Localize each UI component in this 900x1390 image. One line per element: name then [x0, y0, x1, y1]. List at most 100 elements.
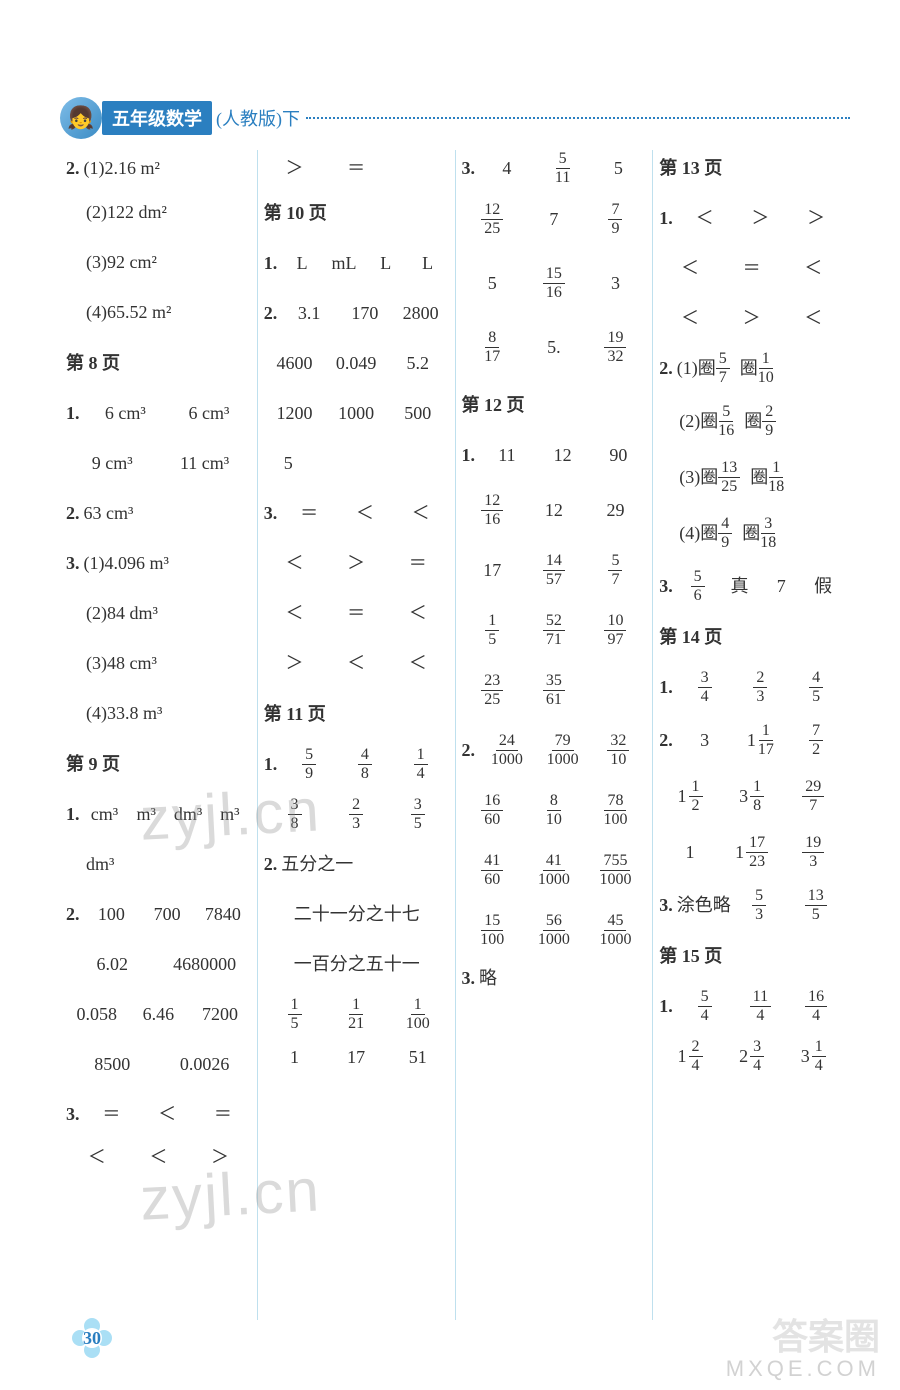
answer: 2800: [393, 300, 449, 327]
answer: ＝: [387, 550, 449, 577]
answer: 135: [787, 888, 844, 923]
q-number: 1.: [66, 801, 80, 828]
answer: ＞: [788, 205, 844, 232]
q-number: 1.: [659, 674, 673, 701]
answer-row: dm³: [66, 839, 251, 889]
answer: ＝: [325, 155, 387, 182]
column-4: 第 13 页 1.＜＞＞ ＜＝＜ ＜＞＜ 2.(1)圈57圈110 (2)圈51…: [652, 150, 850, 1320]
answer: 15: [462, 613, 524, 648]
answer-row: 1552711097: [462, 600, 647, 660]
answer-row: (2)84 dm³: [66, 588, 251, 638]
answer-row: 3.56真7假: [659, 561, 844, 611]
answer: 112: [659, 779, 721, 814]
answer: 7: [760, 573, 802, 600]
answer-row: 15100561000451000: [462, 900, 647, 960]
q-number: 3.: [462, 965, 476, 992]
answer: 1216: [462, 493, 524, 528]
edition-label: (人教版)下: [216, 105, 300, 131]
answer: m³: [209, 801, 251, 828]
answer: 79: [585, 202, 647, 237]
answer: 561000: [523, 913, 585, 948]
answer-row: 1.6 cm³6 cm³: [66, 388, 251, 438]
answer: (1)2.16 m²: [84, 155, 160, 182]
answer: 圈: [740, 355, 758, 382]
answer-row: 515163: [462, 251, 647, 315]
q-number: 2.: [462, 737, 476, 764]
answer-row: 2.(1)圈57圈110: [659, 343, 844, 393]
answer: 35: [387, 797, 449, 832]
answer: 1516: [523, 266, 585, 301]
page: 👧 五年级数学 (人教版)下 2. (1)2.16 m² (2)122 dm² (…: [0, 0, 900, 1390]
answer: 63 cm³: [84, 500, 134, 527]
answer: 56: [677, 569, 719, 604]
answer: (2)圈: [679, 408, 718, 435]
answer-row: 一百分之五十一: [264, 939, 449, 989]
answer: 3: [585, 270, 647, 297]
answer: (3)92 cm²: [86, 249, 157, 276]
answer: (3)48 cm³: [86, 650, 157, 677]
answer: L: [281, 250, 323, 277]
answer-row: 0.0586.467200: [66, 989, 251, 1039]
answer: mL: [323, 250, 365, 277]
answer: 圈: [750, 464, 768, 491]
answer: cm³: [84, 801, 126, 828]
answer: 4680000: [158, 951, 250, 978]
page-ref: 第 10 页: [264, 195, 449, 232]
answer-row: 1.LmLLL: [264, 238, 449, 288]
answer: ＜: [659, 305, 721, 332]
answer: (1)圈: [677, 355, 716, 382]
answer: 7200: [189, 1001, 251, 1028]
answer: 8500: [66, 1051, 158, 1078]
page-ref: 第 11 页: [264, 696, 449, 733]
answer-row: (2)122 dm²: [66, 187, 251, 237]
answer-row: (3)圈1325圈118: [659, 449, 844, 505]
answer: 17: [325, 1044, 387, 1071]
q-number: 3.: [462, 155, 476, 182]
answer: ＝: [84, 1101, 140, 1128]
answer: ＜: [387, 650, 449, 677]
answer-row: 17145757: [462, 540, 647, 600]
page-header: 👧 五年级数学 (人教版)下: [60, 100, 850, 136]
answer: 23: [733, 670, 789, 705]
answer-row: 1.594814: [264, 739, 449, 789]
answer: 7840: [195, 901, 251, 928]
q-number: 1.: [264, 751, 278, 778]
answer: 1117: [733, 723, 789, 758]
answer: 五分之一: [281, 851, 353, 878]
answer: 90: [591, 442, 647, 469]
answer-row: 1.54114164: [659, 981, 844, 1031]
answer-row: ＜＞＝: [264, 538, 449, 588]
answer-row: ＜＞＜: [659, 293, 844, 343]
answer-row: 3.＝＜＜: [264, 488, 449, 538]
page-number-badge: 30: [70, 1316, 114, 1360]
answer: 810: [523, 793, 585, 828]
answer: 100: [84, 901, 140, 928]
answer: 0.058: [66, 1001, 128, 1028]
answer-row: (2)圈516圈29: [659, 393, 844, 449]
answer: dm³: [86, 851, 114, 878]
q-number: 3.: [264, 500, 278, 527]
answer: ＜: [387, 600, 449, 627]
answer-row: ＜＝＜: [659, 243, 844, 293]
answer: 1: [659, 839, 721, 866]
answer: ＝: [195, 1101, 251, 1128]
answer-row: 111723193: [659, 824, 844, 880]
answer-row: 46000.0495.2: [264, 338, 449, 388]
q-number: 1.: [659, 993, 673, 1020]
answer: 2325: [462, 673, 524, 708]
answer: 涂色略: [677, 892, 731, 919]
page-number: 30: [83, 1328, 101, 1349]
answer: ＞: [325, 550, 387, 577]
answer-row: 2.五分之一: [264, 839, 449, 889]
answer: ＞: [189, 1144, 251, 1171]
answer: 297: [782, 779, 844, 814]
answer: 6 cm³: [167, 400, 251, 427]
answer: 1325: [718, 460, 740, 495]
answer: 17: [462, 557, 524, 584]
answer: 57: [716, 351, 730, 386]
answer-row: 112318297: [659, 768, 844, 824]
answer: 4160: [462, 853, 524, 888]
answer: 略: [479, 965, 497, 992]
answer: 516: [718, 404, 734, 439]
answer-row: ＜＝＜: [264, 588, 449, 638]
